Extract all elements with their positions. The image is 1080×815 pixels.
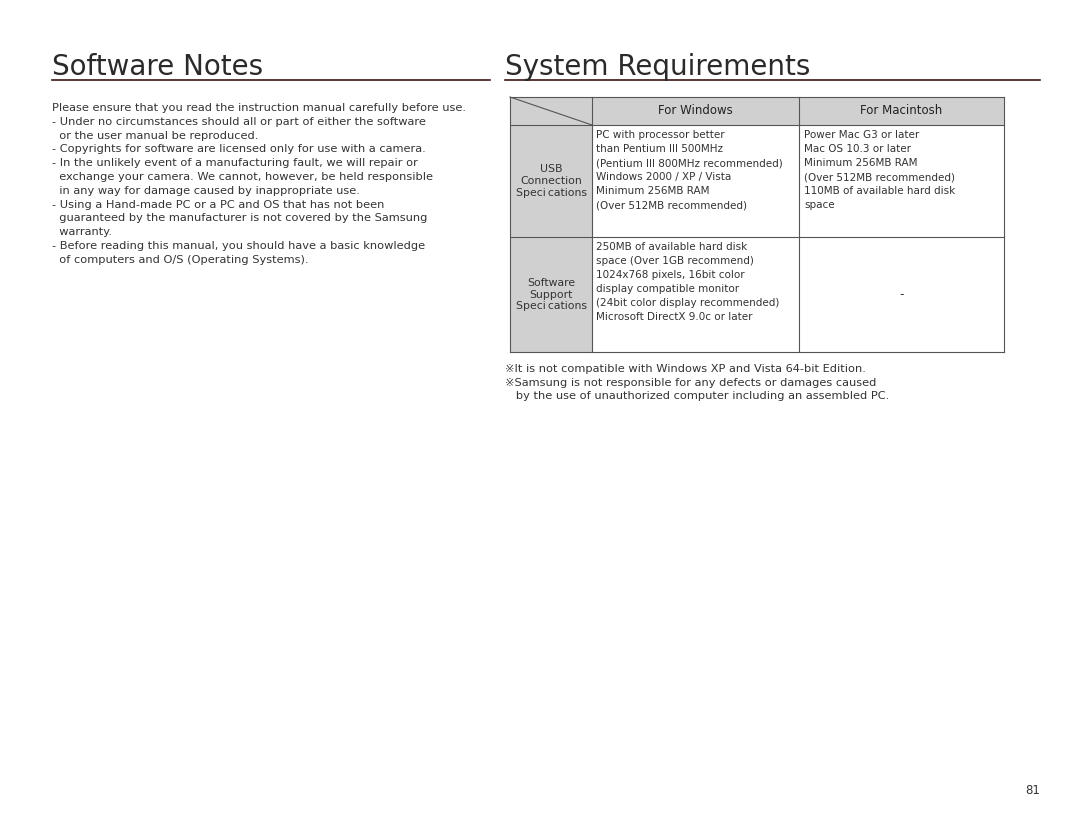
Bar [799,125,1004,237]
Text: guaranteed by the manufacturer is not covered by the Samsung: guaranteed by the manufacturer is not co… [52,214,428,223]
Text: exchange your camera. We cannot, however, be held responsible: exchange your camera. We cannot, however… [52,172,433,182]
Text: - Under no circumstances should all or part of either the software: - Under no circumstances should all or p… [52,117,426,127]
Bar [592,97,1004,125]
Text: by the use of unauthorized computer including an assembled PC.: by the use of unauthorized computer incl… [505,391,889,401]
Bar [510,125,592,237]
Text: ※It is not compatible with Windows XP and Vista 64-bit Edition.: ※It is not compatible with Windows XP an… [505,364,866,374]
Text: Please ensure that you read the instruction manual carefully before use.: Please ensure that you read the instruct… [52,103,465,113]
Text: in any way for damage caused by inappropriate use.: in any way for damage caused by inapprop… [52,186,360,196]
Text: of computers and O/S (Operating Systems).: of computers and O/S (Operating Systems)… [52,255,309,265]
Text: Software Notes: Software Notes [52,53,264,81]
Text: For Windows: For Windows [658,104,733,117]
Bar [510,97,592,125]
Text: Power Mac G3 or later
Mac OS 10.3 or later
Minimum 256MB RAM
(Over 512MB recomme: Power Mac G3 or later Mac OS 10.3 or lat… [804,130,955,210]
Text: - Copyrights for software are licensed only for use with a camera.: - Copyrights for software are licensed o… [52,144,426,154]
Bar [592,125,799,237]
Text: or the user manual be reproduced.: or the user manual be reproduced. [52,130,258,141]
Text: -: - [900,288,904,301]
Bar [799,237,1004,352]
Text: - Using a Hand-made PC or a PC and OS that has not been: - Using a Hand-made PC or a PC and OS th… [52,200,384,209]
Text: Software
Support
Speci cations: Software Support Speci cations [515,278,586,311]
Text: System Requirements: System Requirements [505,53,810,81]
Text: USB
Connection
Speci cations: USB Connection Speci cations [515,165,586,197]
Text: - Before reading this manual, you should have a basic knowledge: - Before reading this manual, you should… [52,241,426,251]
Text: 81: 81 [1025,784,1040,797]
Text: warranty.: warranty. [52,227,112,237]
Text: ※Samsung is not responsible for any defects or damages caused: ※Samsung is not responsible for any defe… [505,377,876,387]
Text: 250MB of available hard disk
space (Over 1GB recommend)
1024x768 pixels, 16bit c: 250MB of available hard disk space (Over… [596,242,780,322]
Text: For Macintosh: For Macintosh [861,104,943,117]
Text: - In the unlikely event of a manufacturing fault, we will repair or: - In the unlikely event of a manufacturi… [52,158,418,168]
Bar [592,237,799,352]
Bar [510,237,592,352]
Text: PC with processor better
than Pentium III 500MHz
(Pentium III 800MHz recommended: PC with processor better than Pentium II… [596,130,783,210]
